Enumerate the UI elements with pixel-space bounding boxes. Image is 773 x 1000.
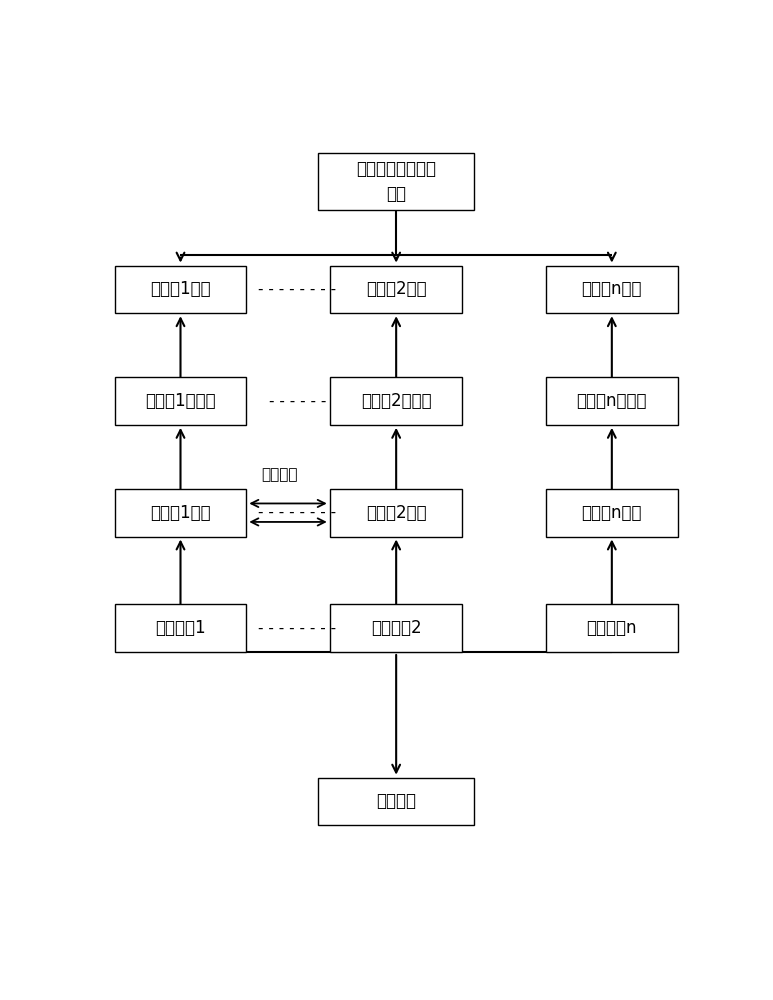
Bar: [114, 377, 247, 425]
Text: - - - - - -: - - - - - -: [269, 394, 326, 409]
Text: 粒子群n进化: 粒子群n进化: [581, 504, 642, 522]
Text: 规划结果2: 规划结果2: [371, 619, 421, 637]
Bar: [114, 604, 247, 652]
Bar: [318, 153, 474, 210]
Bar: [330, 489, 462, 537]
Bar: [330, 266, 462, 313]
Text: 粒子群2初始化: 粒子群2初始化: [361, 392, 431, 410]
Bar: [114, 266, 247, 313]
Text: 机器人1路径: 机器人1路径: [150, 280, 211, 298]
Text: - - - - - - - -: - - - - - - - -: [258, 621, 336, 636]
Bar: [546, 266, 678, 313]
Text: 协同进化: 协同进化: [261, 467, 298, 482]
Text: 粒子群n初始化: 粒子群n初始化: [577, 392, 647, 410]
Text: 规划结果n: 规划结果n: [587, 619, 637, 637]
Text: 机器人n路径: 机器人n路径: [581, 280, 642, 298]
Bar: [546, 489, 678, 537]
Bar: [330, 604, 462, 652]
Text: 粒子群1进化: 粒子群1进化: [150, 504, 211, 522]
Bar: [546, 604, 678, 652]
Text: - - - - - - - -: - - - - - - - -: [258, 505, 336, 520]
Text: 多机器人协同路径
规划: 多机器人协同路径 规划: [356, 160, 436, 203]
Bar: [114, 489, 247, 537]
Bar: [546, 377, 678, 425]
Text: - - - - - - - -: - - - - - - - -: [258, 282, 336, 297]
Bar: [318, 778, 474, 825]
Text: 规划结果1: 规划结果1: [155, 619, 206, 637]
Text: 完整结果: 完整结果: [376, 792, 416, 810]
Text: 粒子群2进化: 粒子群2进化: [366, 504, 427, 522]
Bar: [330, 377, 462, 425]
Text: 粒子群1初始化: 粒子群1初始化: [145, 392, 216, 410]
Text: 机器人2路径: 机器人2路径: [366, 280, 427, 298]
